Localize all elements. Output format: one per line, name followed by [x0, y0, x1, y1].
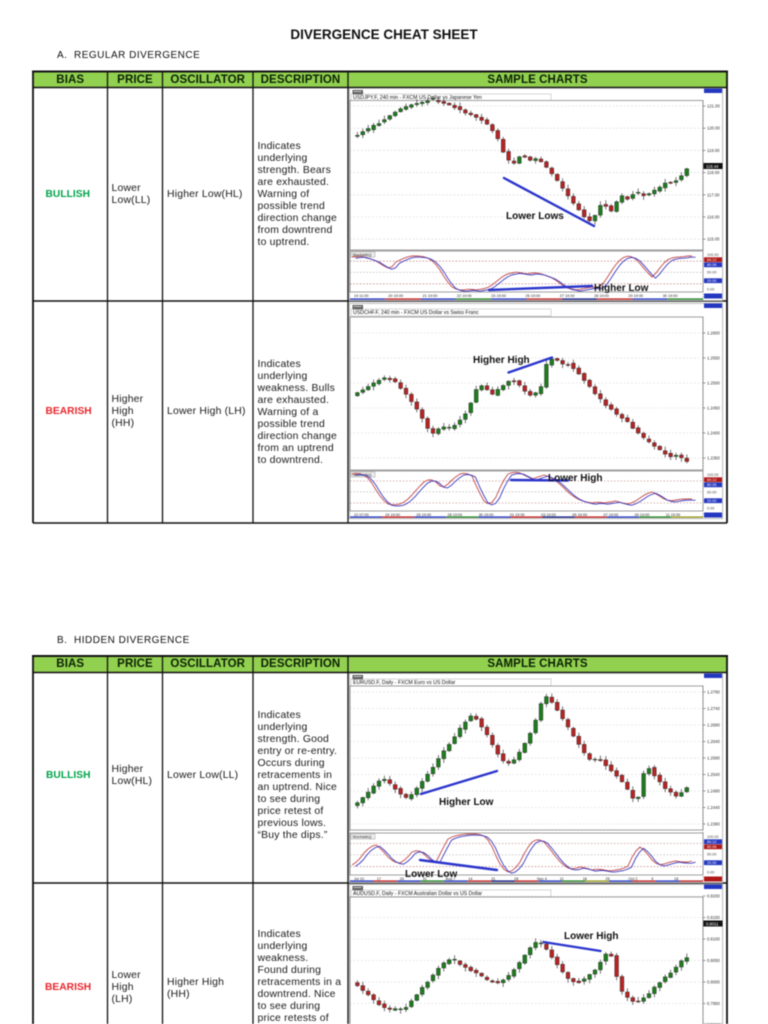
svg-text:11: 11 — [560, 877, 564, 881]
svg-text:84.12: 84.12 — [707, 478, 717, 482]
svg-text:20.00: 20.00 — [707, 499, 717, 503]
svg-text:20.00: 20.00 — [707, 861, 717, 865]
svg-text:0.8000: 0.8000 — [707, 980, 720, 985]
svg-text:9: 9 — [651, 877, 653, 881]
svg-text:21 19:00: 21 19:00 — [423, 294, 438, 298]
svg-text:0.00: 0.00 — [707, 871, 714, 875]
svg-text:100.00: 100.00 — [707, 835, 719, 839]
svg-text:1.2450: 1.2450 — [707, 406, 720, 411]
svg-text:118.00: 118.00 — [707, 170, 720, 175]
svg-text:05 19:00: 05 19:00 — [572, 513, 587, 517]
svg-text:Lower Low: Lower Low — [405, 869, 457, 880]
svg-text:1.2440: 1.2440 — [707, 805, 720, 810]
svg-text:Stochastic(): Stochastic() — [353, 253, 372, 257]
svg-text:26 19:00: 26 19:00 — [526, 294, 541, 298]
svg-text:17: 17 — [377, 877, 381, 881]
svg-text:26 19:00: 26 19:00 — [416, 513, 431, 517]
svg-text:30 19:00: 30 19:00 — [479, 513, 494, 517]
svg-text:20 19:00: 20 19:00 — [388, 294, 403, 298]
svg-text:Lower Lows: Lower Lows — [506, 211, 564, 222]
svg-text:28 19:00: 28 19:00 — [448, 513, 463, 517]
svg-text:1.2640: 1.2640 — [707, 739, 720, 744]
svg-text:0.8050: 0.8050 — [707, 958, 720, 963]
svg-text:23 19:00: 23 19:00 — [491, 294, 506, 298]
svg-text:28: 28 — [514, 877, 518, 881]
svg-text:USDCHF.F, 240 min - FXCM US Do: USDCHF.F, 240 min - FXCM US Dollar vs Sw… — [353, 310, 479, 316]
svg-text:117.00: 117.00 — [707, 192, 720, 197]
svg-text:100.00: 100.00 — [707, 473, 719, 477]
svg-text:1.2400: 1.2400 — [707, 431, 720, 436]
svg-text:0.8200: 0.8200 — [707, 894, 720, 899]
svg-text:07 19:00: 07 19:00 — [604, 513, 619, 517]
svg-text:Jul 10: Jul 10 — [354, 877, 364, 881]
svg-text:25: 25 — [606, 877, 610, 881]
svg-text:19 11:00: 19 11:00 — [354, 294, 369, 298]
svg-text:14: 14 — [468, 877, 472, 881]
svg-text:28 19:00: 28 19:00 — [594, 294, 609, 298]
svg-text:18: 18 — [583, 877, 587, 881]
svg-text:03 19:00: 03 19:00 — [541, 513, 556, 517]
svg-text:01 19:00: 01 19:00 — [510, 513, 525, 517]
svg-text:Oct 2: Oct 2 — [628, 877, 637, 881]
svg-text:1.2740: 1.2740 — [707, 706, 720, 711]
svg-text:21: 21 — [491, 877, 495, 881]
svg-text:0.00: 0.00 — [707, 288, 714, 292]
svg-text:1.2550: 1.2550 — [707, 356, 720, 361]
svg-text:09 19:00: 09 19:00 — [635, 513, 650, 517]
svg-text:29 19:00: 29 19:00 — [628, 294, 643, 298]
svg-text:121.00: 121.00 — [707, 104, 720, 109]
svg-text:80.06: 80.06 — [707, 483, 717, 487]
svg-text:84.12: 84.12 — [707, 258, 717, 262]
svg-text:Lower High: Lower High — [564, 931, 618, 942]
svg-text:Stochastic(): Stochastic() — [353, 835, 372, 839]
svg-text:Higher Low: Higher Low — [594, 283, 649, 294]
svg-text:84.12: 84.12 — [707, 840, 717, 844]
svg-text:1.2690: 1.2690 — [707, 723, 720, 728]
svg-text:Lower High: Lower High — [548, 473, 602, 484]
svg-text:0.7900: 0.7900 — [707, 1023, 720, 1024]
svg-text:50.00: 50.00 — [707, 491, 717, 495]
svg-text:1.2790: 1.2790 — [707, 690, 720, 695]
svg-text:AUDUSD.F, Daily - FXCM Austral: AUDUSD.F, Daily - FXCM Australian Dollar… — [353, 891, 482, 897]
svg-text:119.00: 119.00 — [707, 148, 720, 153]
svg-text:1.2390: 1.2390 — [707, 822, 720, 827]
svg-text:27 19:00: 27 19:00 — [560, 294, 575, 298]
svg-text:1.2590: 1.2590 — [707, 756, 720, 761]
svg-text:EURUSD.F, Daily - FXCM Euro vs: EURUSD.F, Daily - FXCM Euro vs US Dollar — [353, 680, 456, 686]
svg-text:0.8100: 0.8100 — [707, 937, 720, 942]
svg-text:20.00: 20.00 — [707, 279, 717, 283]
svg-text:0.8150: 0.8150 — [707, 915, 720, 920]
svg-text:16: 16 — [674, 877, 678, 881]
svg-text:1.2350: 1.2350 — [707, 456, 720, 461]
svg-text:80.06: 80.06 — [707, 263, 717, 267]
svg-text:24: 24 — [400, 877, 404, 881]
svg-text:Aug 7: Aug 7 — [446, 877, 456, 881]
svg-text:24 19:00: 24 19:00 — [385, 513, 400, 517]
svg-text:31: 31 — [423, 877, 427, 881]
svg-text:Sep 4: Sep 4 — [537, 877, 547, 881]
svg-text:1.2490: 1.2490 — [707, 789, 720, 794]
svg-text:100.00: 100.00 — [707, 253, 719, 257]
svg-text:0.7950: 0.7950 — [707, 1001, 720, 1006]
svg-text:50.00: 50.00 — [707, 853, 717, 857]
svg-text:120.00: 120.00 — [707, 126, 720, 131]
svg-text:0.00: 0.00 — [707, 507, 714, 511]
svg-text:50.00: 50.00 — [707, 271, 717, 275]
svg-text:1.2600: 1.2600 — [707, 331, 720, 336]
svg-text:118.44: 118.44 — [706, 164, 719, 169]
svg-text:USDJPY.F, 240 min - FXCM US Do: USDJPY.F, 240 min - FXCM US Dollar vs Ja… — [353, 95, 482, 101]
svg-text:80.06: 80.06 — [707, 845, 717, 849]
svg-text:Higher Low: Higher Low — [439, 797, 494, 808]
svg-text:11 15:00: 11 15:00 — [666, 513, 681, 517]
svg-text:0.8011: 0.8011 — [706, 921, 719, 926]
svg-text:Higher High: Higher High — [473, 355, 530, 366]
svg-text:116.00: 116.00 — [707, 215, 720, 220]
svg-text:1.2500: 1.2500 — [707, 381, 720, 386]
svg-text:30 19:00: 30 19:00 — [663, 294, 678, 298]
svg-text:22 19:00: 22 19:00 — [457, 294, 472, 298]
svg-text:22 07:00: 22 07:00 — [354, 513, 369, 517]
svg-text:1.2540: 1.2540 — [707, 772, 720, 777]
svg-text:115.00: 115.00 — [707, 237, 720, 242]
